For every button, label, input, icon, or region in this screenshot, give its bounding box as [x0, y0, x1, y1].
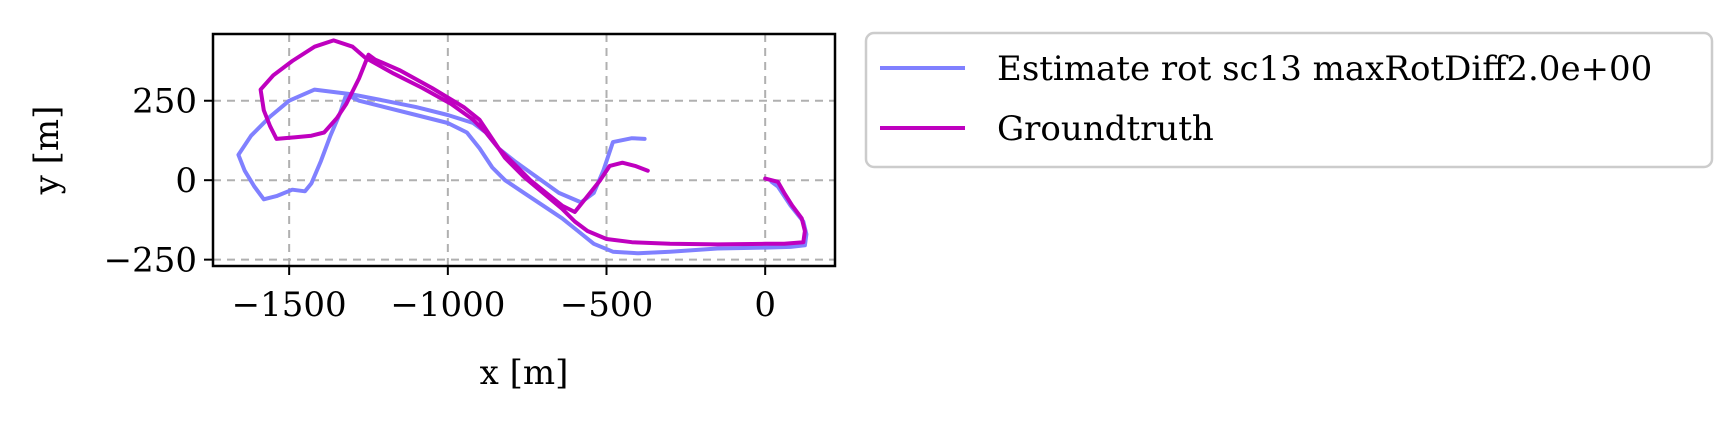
legend: Estimate rot sc13 maxRotDiff2.0e+00 Grou… [864, 31, 1714, 169]
legend-box [864, 31, 1714, 169]
x-tick-label: 0 [754, 285, 776, 325]
series-line-groundtruth [258, 38, 807, 247]
x-tick-label: −1500 [232, 285, 347, 325]
legend-label-groundtruth: Groundtruth [997, 109, 1214, 149]
x-axis-label: x [m] [480, 353, 569, 393]
plot-frame [211, 32, 837, 268]
y-axis-label: y [m] [27, 106, 67, 196]
x-tick-label: −1000 [390, 285, 505, 325]
x-ticks: −1500 −1000 −500 0 [232, 266, 776, 325]
y-tick-label: 250 [132, 82, 197, 122]
series-layer [236, 38, 809, 256]
grid-lines [213, 34, 835, 266]
legend-label-estimate: Estimate rot sc13 maxRotDiff2.0e+00 [997, 49, 1652, 89]
y-ticks: −250 0 250 [104, 82, 213, 281]
y-tick-label: 0 [175, 161, 197, 201]
y-tick-label: −250 [104, 241, 197, 281]
x-tick-label: −500 [560, 285, 653, 325]
